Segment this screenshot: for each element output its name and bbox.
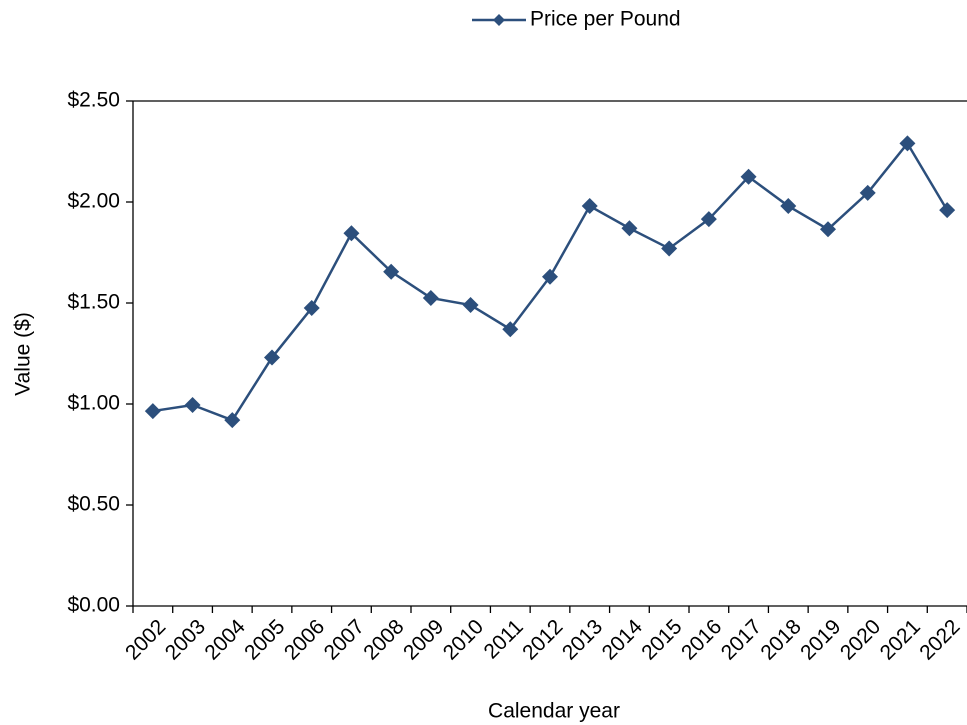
y-tick-label: $0.50 (67, 493, 120, 516)
legend-label: Price per Pound (530, 8, 681, 31)
x-tick-label: 2019 (796, 615, 845, 664)
x-tick-label: 2004 (200, 615, 250, 665)
data-point (899, 135, 916, 152)
data-point (422, 289, 439, 306)
x-tick-label: 2018 (756, 615, 805, 664)
x-tick-label: 2015 (637, 615, 686, 664)
data-point (700, 211, 717, 228)
x-tick-label: 2009 (399, 615, 448, 664)
x-axis-label: Calendar year (488, 700, 620, 723)
x-tick-label: 2013 (558, 615, 607, 664)
x-tick-label: 2008 (359, 615, 408, 664)
data-point (343, 225, 360, 242)
data-point (383, 263, 400, 280)
data-point (820, 221, 836, 238)
x-tick-label: 2006 (280, 615, 329, 664)
x-tick-label: 2005 (240, 615, 289, 664)
x-tick-label: 2021 (876, 615, 925, 664)
y-tick-label: $0.00 (67, 594, 120, 617)
y-tick-label: $1.50 (67, 291, 120, 314)
x-tick-label: 2011 (480, 615, 528, 663)
x-tick-label: 2020 (836, 615, 885, 664)
data-point (859, 184, 876, 201)
y-tick-label: $2.50 (67, 89, 120, 112)
data-point (264, 349, 280, 366)
data-point (780, 198, 797, 215)
x-tick-label: 2003 (161, 615, 210, 664)
data-point (303, 300, 320, 317)
data-point (462, 297, 479, 314)
data-point (939, 202, 956, 219)
x-tick-label: 2017 (717, 615, 766, 664)
data-point (661, 240, 678, 257)
data-point (224, 412, 241, 429)
x-tick-label: 2010 (439, 615, 488, 664)
x-tick-label: 2016 (677, 615, 726, 664)
x-tick-label: 2012 (518, 615, 567, 664)
data-point (581, 198, 598, 215)
data-point (542, 268, 558, 285)
x-tick-label: 2014 (598, 615, 648, 665)
data-point (184, 397, 201, 414)
y-tick-label: $1.00 (67, 392, 120, 415)
x-tick-label: 2007 (320, 615, 369, 664)
x-tick-label: 2002 (121, 615, 170, 664)
x-tick-label: 2022 (915, 615, 964, 664)
legend-marker (493, 14, 505, 26)
data-point (144, 403, 161, 420)
data-point (740, 168, 757, 185)
data-point (621, 220, 638, 237)
data-point (502, 321, 519, 338)
y-axis-label: Value ($) (12, 312, 35, 396)
y-tick-label: $2.00 (67, 190, 120, 213)
